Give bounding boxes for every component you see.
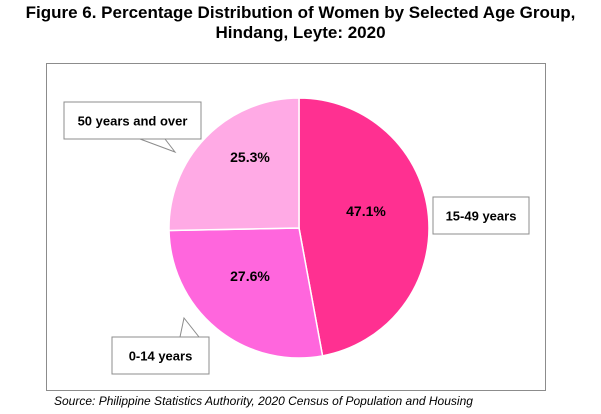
category-label: 0-14 years [129, 349, 193, 364]
chart-title: Figure 6. Percentage Distribution of Wom… [0, 3, 601, 43]
value-label: 27.6% [230, 268, 270, 284]
callout-0-14-years: 0-14 years [111, 316, 210, 375]
pie-slice-50-years-and-over [168, 97, 300, 232]
value-label: 25.3% [230, 149, 270, 165]
chart-title-line-1: Figure 6. Percentage Distribution of Wom… [25, 3, 576, 22]
callout-15-49-years: 15-49 years [432, 196, 530, 235]
callout-50-years-and-over: 50 years and over [63, 101, 202, 154]
source-note: Source: Philippine Statistics Authority,… [54, 394, 473, 408]
chart-title-line-2: Hindang, Leyte: 2020 [215, 23, 386, 42]
pie-slice-0-14-years [168, 227, 324, 359]
value-label: 47.1% [346, 203, 386, 219]
pie-slice-15-49-years [298, 97, 430, 357]
category-label: 15-49 years [446, 209, 517, 224]
category-label: 50 years and over [78, 114, 188, 129]
